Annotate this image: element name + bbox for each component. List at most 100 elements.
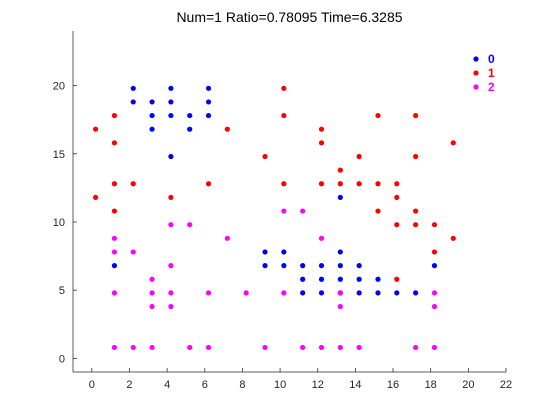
data-point — [168, 303, 174, 310]
y-tick-label: 10 — [53, 217, 65, 229]
data-point — [187, 126, 193, 132]
data-point — [431, 222, 438, 228]
data-point — [111, 112, 118, 119]
data-point — [413, 344, 419, 351]
data-point — [281, 249, 287, 255]
data-point — [243, 290, 249, 296]
legend-label: 2 — [488, 80, 495, 94]
data-point — [281, 208, 287, 214]
legend-label: 0 — [488, 52, 495, 66]
data-point — [205, 290, 212, 296]
data-point — [318, 126, 325, 132]
data-point — [394, 181, 400, 187]
data-point — [318, 344, 325, 351]
data-point — [281, 290, 287, 296]
data-point — [168, 112, 174, 119]
x-tick-label: 12 — [312, 379, 324, 391]
data-point — [431, 263, 438, 269]
data-point — [356, 344, 362, 351]
data-point — [111, 249, 118, 255]
data-point — [149, 99, 155, 105]
data-point — [337, 290, 343, 296]
data-point — [281, 85, 287, 91]
data-point — [130, 344, 136, 351]
data-point — [168, 194, 174, 201]
data-point — [130, 181, 136, 187]
data-point — [356, 181, 362, 187]
data-point — [450, 140, 456, 146]
data-point — [375, 181, 381, 187]
data-point — [318, 276, 325, 282]
legend: 012 — [473, 52, 495, 94]
data-point — [187, 222, 193, 228]
data-point — [168, 153, 174, 160]
x-tick-label: 4 — [164, 379, 170, 391]
data-point — [111, 140, 118, 146]
data-point — [431, 344, 438, 351]
data-point — [337, 263, 343, 269]
data-point — [318, 235, 325, 241]
data-point — [111, 344, 118, 351]
data-point — [262, 263, 268, 269]
data-point — [394, 194, 400, 201]
data-point — [111, 290, 118, 296]
data-point — [92, 194, 99, 201]
data-point — [300, 263, 306, 269]
data-point — [318, 181, 325, 187]
chart-title: Num=1 Ratio=0.78095 Time=6.3285 — [176, 9, 402, 25]
data-point — [413, 208, 419, 214]
data-point — [431, 303, 438, 310]
data-point — [413, 290, 419, 296]
data-point — [300, 276, 306, 282]
data-point — [130, 99, 136, 105]
data-point — [168, 99, 174, 105]
y-tick-label: 15 — [53, 149, 65, 161]
x-tick-label: 16 — [387, 379, 399, 391]
x-tick-label: 10 — [274, 379, 286, 391]
data-point — [281, 263, 287, 269]
data-point — [168, 85, 174, 91]
data-point — [149, 303, 155, 310]
data-point — [205, 85, 212, 91]
data-point — [431, 249, 438, 255]
data-point — [394, 222, 400, 228]
data-point — [92, 126, 99, 132]
series-2 — [111, 208, 438, 351]
data-point — [394, 276, 400, 282]
data-point — [300, 208, 306, 214]
x-tick-label: 14 — [349, 379, 361, 391]
data-point — [130, 85, 136, 91]
data-point — [318, 290, 325, 296]
data-point — [375, 208, 381, 214]
data-point — [187, 112, 193, 119]
series-1 — [92, 85, 456, 282]
data-point — [111, 263, 118, 269]
data-points — [92, 85, 456, 351]
data-point — [187, 344, 193, 351]
x-tick-label: 2 — [126, 379, 132, 391]
data-point — [337, 249, 343, 255]
data-point — [262, 249, 268, 255]
data-point — [224, 126, 230, 132]
x-tick-label: 22 — [500, 379, 512, 391]
data-point — [168, 290, 174, 296]
data-point — [281, 112, 287, 119]
data-point — [168, 263, 174, 269]
data-point — [205, 99, 212, 105]
data-point — [149, 112, 155, 119]
data-point — [168, 222, 174, 228]
legend-label: 1 — [488, 66, 495, 80]
data-point — [300, 344, 306, 351]
data-point — [337, 181, 343, 187]
x-tick-label: 6 — [202, 379, 208, 391]
x-tick-label: 18 — [425, 379, 437, 391]
data-point — [375, 290, 381, 296]
x-tick-label: 20 — [462, 379, 474, 391]
data-point — [413, 153, 419, 160]
data-point — [318, 140, 325, 146]
data-point — [337, 344, 343, 351]
data-point — [262, 344, 268, 351]
data-point — [224, 235, 230, 241]
data-point — [413, 112, 419, 119]
